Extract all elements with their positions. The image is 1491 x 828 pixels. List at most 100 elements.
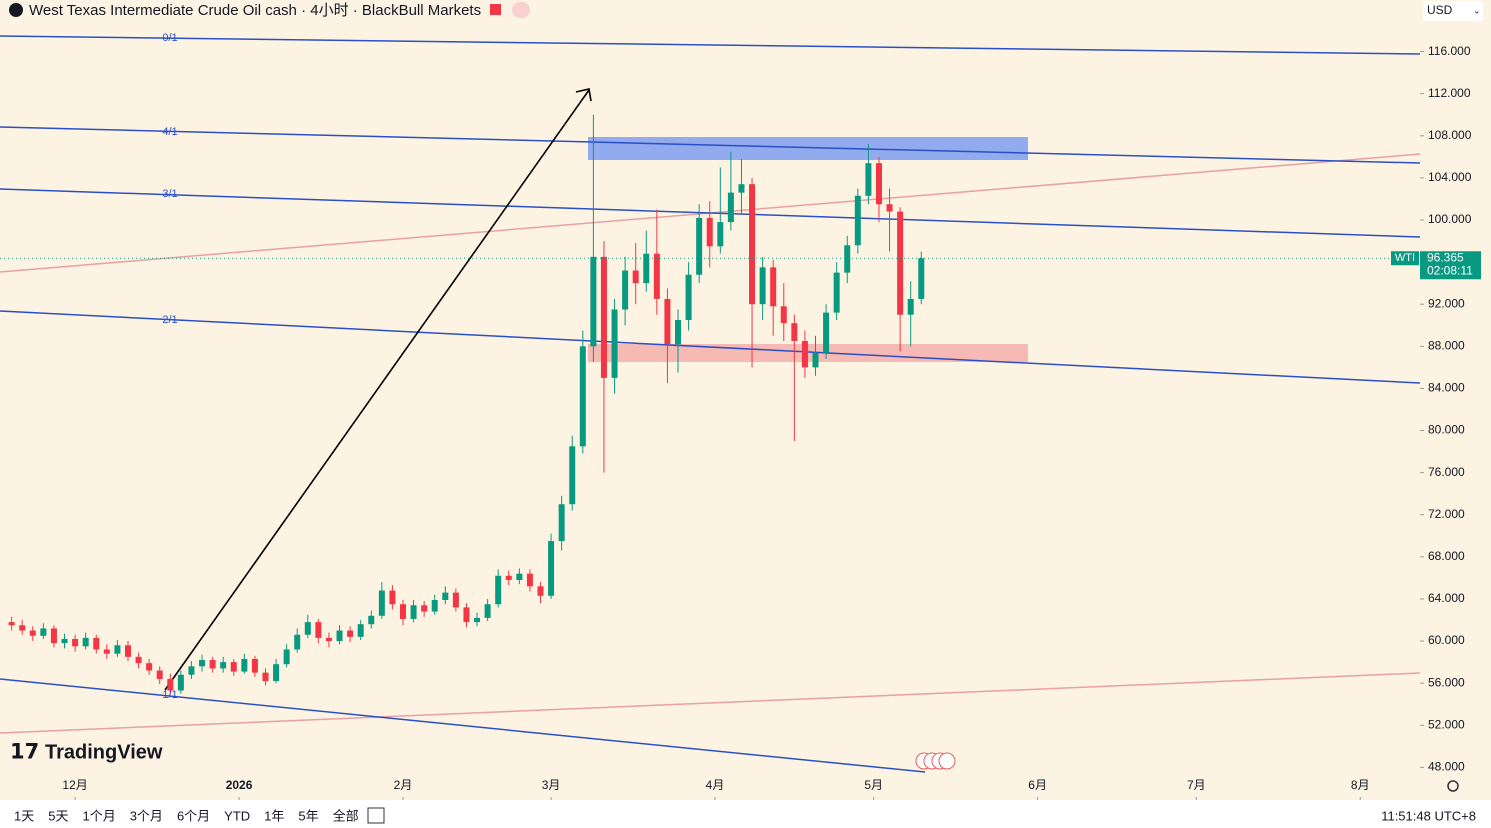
date-range-icon[interactable] <box>367 807 385 824</box>
candle-body <box>780 306 787 324</box>
flag-icon <box>490 4 501 15</box>
range-button[interactable]: 5天 <box>48 808 68 823</box>
candle-body <box>495 575 502 605</box>
candle-body <box>590 256 597 347</box>
candle-body <box>93 637 100 650</box>
candle-body <box>82 637 89 647</box>
candle-body <box>188 666 195 675</box>
range-button[interactable]: 3个月 <box>130 808 163 823</box>
x-tick-label: 4月 <box>706 778 725 792</box>
candle-body <box>124 645 131 657</box>
candle-body <box>378 590 385 616</box>
candle-body <box>516 573 523 580</box>
candle-body <box>632 270 639 284</box>
candle-body <box>611 309 618 378</box>
candle-body <box>653 253 660 299</box>
event-icons <box>915 752 956 770</box>
candle-body <box>114 645 121 654</box>
y-tick-label: 112.000 <box>1428 86 1471 100</box>
trend-line <box>0 672 1421 734</box>
candle-body <box>918 258 925 299</box>
candle-body <box>791 323 798 342</box>
candle-body <box>770 267 777 307</box>
price-tag <box>1420 251 1481 280</box>
currency-select[interactable] <box>1423 1 1483 21</box>
candle-body <box>199 660 206 667</box>
y-tick-label: 48.000 <box>1428 760 1465 774</box>
last-price: 96.365 <box>1427 250 1464 264</box>
y-tick-label: 84.000 <box>1428 381 1465 395</box>
y-tick-label: 108.000 <box>1428 128 1472 142</box>
fan-line <box>0 126 1421 164</box>
candle-body <box>167 678 174 691</box>
candle-body <box>103 649 110 654</box>
countdown: 02:08:11 <box>1427 263 1473 277</box>
settings-icon[interactable] <box>1447 780 1459 792</box>
candle-body <box>230 662 237 672</box>
candle-body <box>685 274 692 320</box>
fan-line <box>0 310 1421 384</box>
y-tick-label: 52.000 <box>1428 717 1465 731</box>
candle-body <box>220 662 227 669</box>
candle-body <box>241 658 248 672</box>
candle-body <box>505 575 512 580</box>
candle-body <box>72 638 79 647</box>
range-button[interactable]: 1天 <box>14 808 34 823</box>
range-button[interactable]: 6个月 <box>177 808 210 823</box>
candle-body <box>706 217 713 247</box>
candle-body <box>209 660 216 669</box>
range-button[interactable]: 全部 <box>333 808 359 823</box>
clock: 11:51:48 UTC+8 <box>1381 808 1476 823</box>
range-button[interactable]: 1个月 <box>82 808 115 823</box>
y-tick-label: 56.000 <box>1428 675 1465 689</box>
range-button[interactable]: 5年 <box>298 808 318 823</box>
candle-body <box>833 272 840 313</box>
candle-body <box>19 625 26 631</box>
y-tick-label: 72.000 <box>1428 507 1465 521</box>
fan-line <box>0 35 1421 55</box>
candle-body <box>600 256 607 378</box>
candle-body <box>431 600 438 612</box>
candle-body <box>135 656 142 664</box>
symbol-tag <box>1391 251 1419 266</box>
candle-body <box>696 217 703 275</box>
candle-body <box>865 163 872 196</box>
candle-body <box>548 541 555 596</box>
symbol-icon <box>9 3 23 17</box>
event[interactable] <box>938 752 956 770</box>
candle-body <box>8 622 15 626</box>
candle-body <box>146 663 153 671</box>
range-button[interactable]: YTD <box>224 808 250 823</box>
x-tick-label: 8月 <box>1351 778 1370 792</box>
y-tick-label: 80.000 <box>1428 423 1465 437</box>
candle-body <box>177 674 184 691</box>
candle-body <box>357 624 364 637</box>
candle-body <box>294 634 301 650</box>
caret[interactable]: ⌄ <box>1473 5 1481 15</box>
watermark: TradingView <box>45 741 163 763</box>
candle-body <box>463 607 470 623</box>
candle-body <box>759 267 766 305</box>
candle-body <box>749 184 756 305</box>
candle-body <box>622 270 629 310</box>
candle-body <box>897 211 904 315</box>
candles <box>8 114 925 695</box>
y-tick-label: 104.000 <box>1428 170 1472 184</box>
y-tick-label: 64.000 <box>1428 591 1465 605</box>
fan-label: 4/1 <box>162 126 177 138</box>
candle-body <box>442 592 449 600</box>
candle-body <box>537 586 544 596</box>
candle-body <box>410 605 417 619</box>
drawings <box>0 35 1421 773</box>
candle-body <box>558 504 565 542</box>
range-button[interactable]: 1年 <box>264 808 284 823</box>
candle-body <box>304 622 311 635</box>
fan-label: 2/1 <box>162 314 177 326</box>
currency[interactable]: USD <box>1427 3 1453 17</box>
arrow-head <box>575 88 592 102</box>
candle-body <box>727 192 734 223</box>
resistance-zone <box>588 137 1028 160</box>
candle-body <box>452 592 459 608</box>
x-tick-label: 5月 <box>864 778 883 792</box>
